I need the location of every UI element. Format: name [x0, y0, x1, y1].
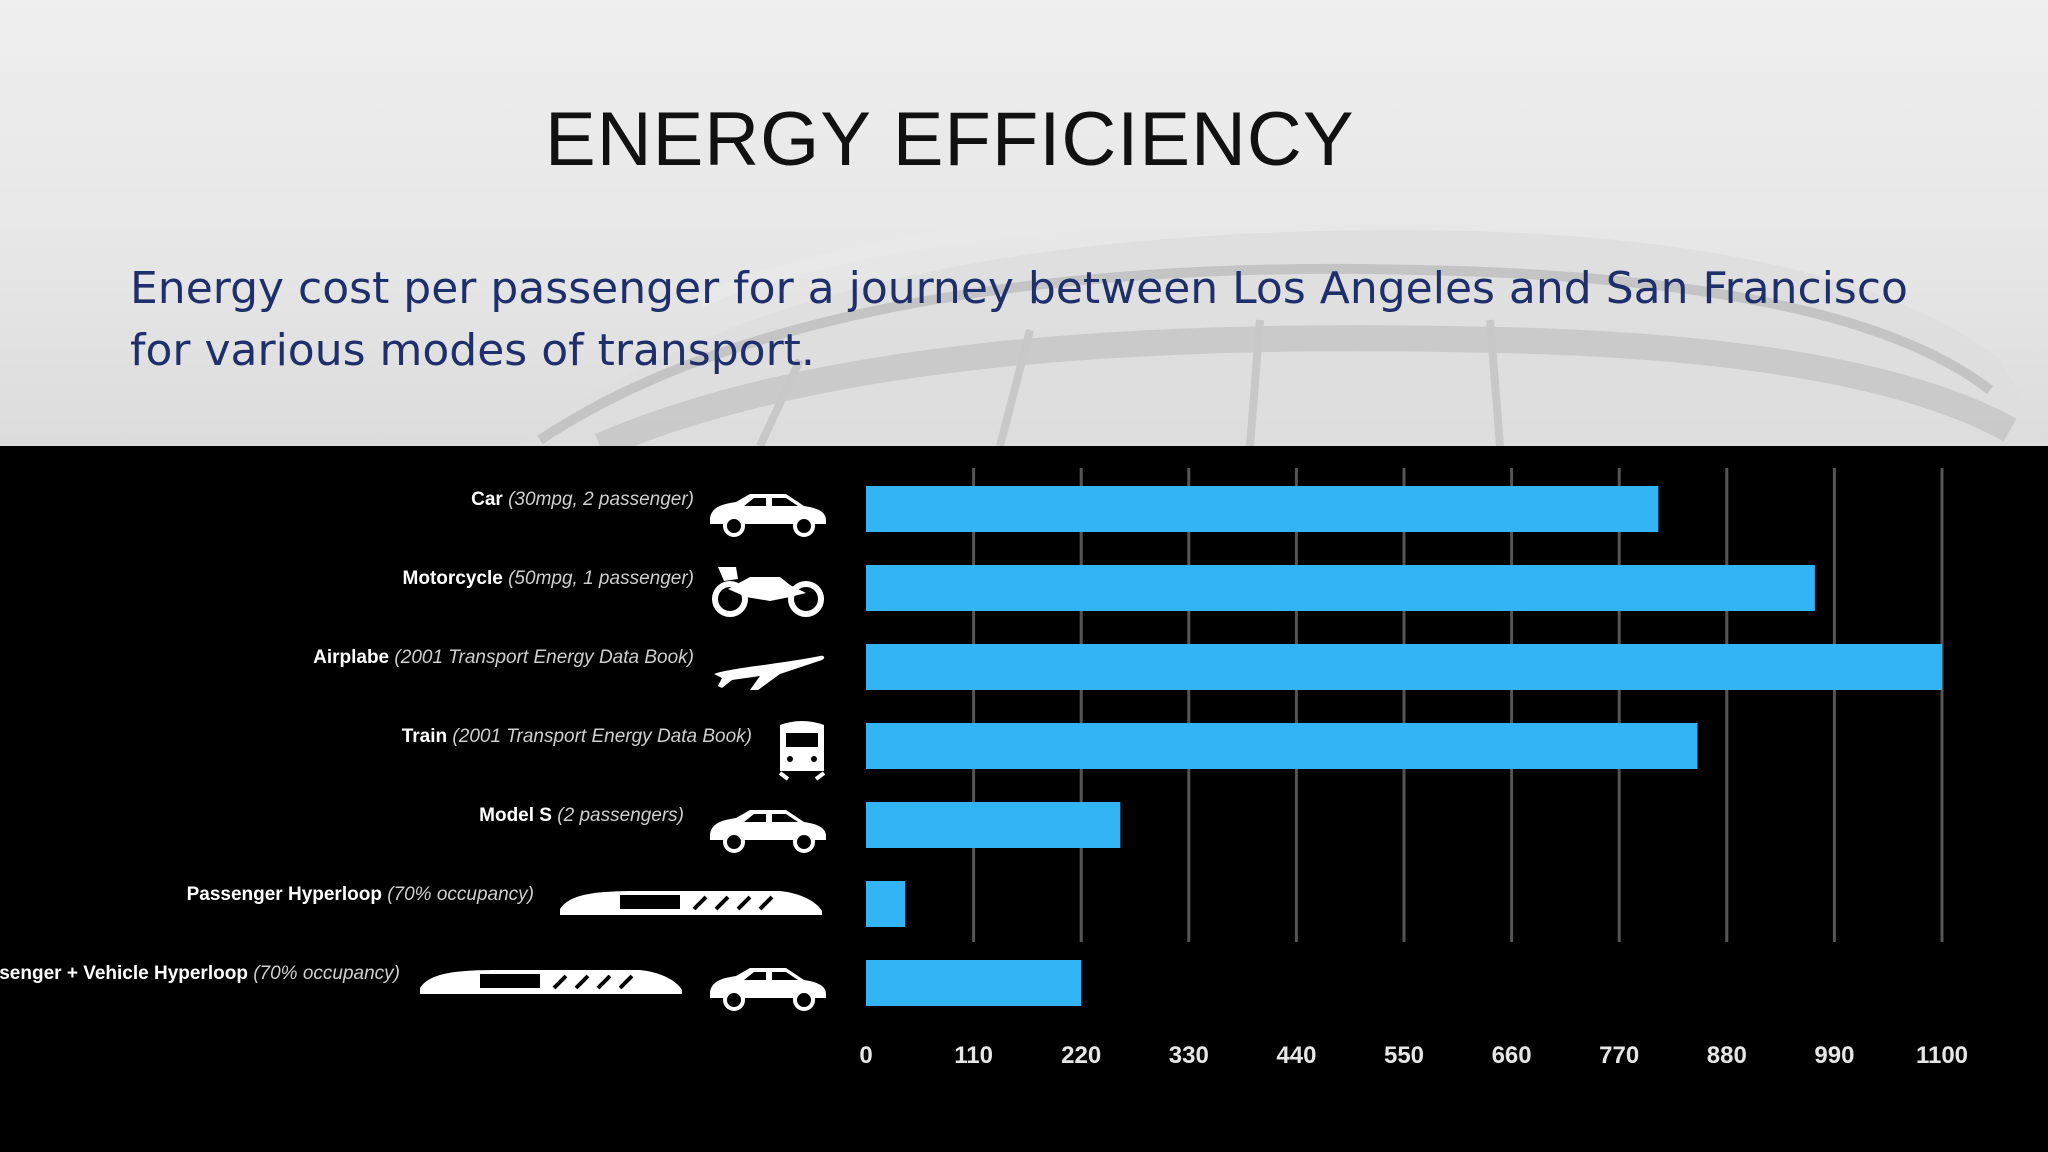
category-name: Motorcycle [403, 568, 509, 589]
x-tick-label: 660 [1492, 1042, 1532, 1069]
category-label: Passenger + Vehicle Hyperloop (70% occup… [0, 963, 400, 984]
category-note: (70% occupancy) [387, 884, 534, 905]
motorcycle-icon [712, 567, 824, 617]
hyperloop-capsule-icon [560, 891, 822, 915]
chart-bars [866, 486, 1942, 1006]
slide-title: ENERGY EFFICIENCY [545, 97, 1355, 182]
chart-category-labels: Car (30mpg, 2 passenger) Motorcycle (50mp… [0, 489, 752, 984]
category-note: (50mpg, 1 passenger) [508, 568, 694, 589]
chart-category-icons [420, 494, 826, 1011]
bar [866, 802, 1121, 848]
bar [866, 565, 1815, 611]
category-label: Motorcycle (50mpg, 1 passenger) [403, 568, 694, 589]
x-tick-label: 440 [1276, 1042, 1316, 1069]
bar [866, 486, 1659, 532]
car-icon [710, 968, 826, 1011]
x-tick-label: 330 [1169, 1042, 1209, 1069]
category-name: Passenger Hyperloop [187, 884, 388, 905]
category-name: Model S [479, 805, 557, 826]
hyperloop-background-illustration [520, 207, 2048, 446]
category-name: Airplabe [313, 647, 394, 668]
category-note: (70% occupancy) [253, 963, 400, 984]
category-label: Train (2001 Transport Energy Data Book) [402, 726, 752, 747]
slide-subtitle: Energy cost per passenger for a journey … [130, 263, 1908, 376]
x-tick-label: 0 [859, 1042, 872, 1069]
hyperloop-capsule-car-icon [420, 968, 826, 1011]
bar [866, 723, 1698, 769]
train-icon [778, 721, 826, 781]
x-tick-label: 770 [1599, 1042, 1639, 1069]
bar [866, 881, 906, 927]
bar [866, 960, 1082, 1006]
bar-chart: Car (30mpg, 2 passenger) Motorcycle (50mp… [0, 468, 1968, 1069]
category-label: Airplabe (2001 Transport Energy Data Boo… [313, 647, 694, 668]
category-label: Model S (2 passengers) [479, 805, 684, 826]
category-name: Train [402, 726, 453, 747]
category-note: (30mpg, 2 passenger) [508, 489, 694, 510]
category-note: (2 passengers) [557, 805, 684, 826]
x-tick-label: 880 [1707, 1042, 1747, 1069]
airplane-icon [714, 655, 825, 690]
category-name: Car [471, 489, 508, 510]
x-tick-label: 110 [954, 1042, 993, 1069]
category-note: (2001 Transport Energy Data Book) [394, 647, 694, 668]
x-tick-label: 1100 [1916, 1042, 1968, 1069]
category-note: (2001 Transport Energy Data Book) [452, 726, 752, 747]
category-label: Passenger Hyperloop (70% occupancy) [187, 884, 534, 905]
chart-gridlines [972, 468, 1944, 942]
bar [866, 644, 1942, 690]
car-icon [710, 810, 826, 853]
chart-panel: Car (30mpg, 2 passenger) Motorcycle (50mp… [0, 446, 2048, 1152]
x-tick-label: 990 [1814, 1042, 1854, 1069]
x-tick-label: 550 [1384, 1042, 1424, 1069]
chart-x-tick-labels: 0 110 220 330 440 550 660 770 880 990 1100 [859, 1042, 1968, 1069]
x-tick-label: 220 [1061, 1042, 1101, 1069]
category-name: Passenger + Vehicle Hyperloop [0, 963, 253, 984]
category-label: Car (30mpg, 2 passenger) [471, 489, 694, 510]
slide-background-header: ENERGY EFFICIENCY Energy cost per passen… [0, 0, 2048, 446]
car-icon [710, 494, 826, 537]
